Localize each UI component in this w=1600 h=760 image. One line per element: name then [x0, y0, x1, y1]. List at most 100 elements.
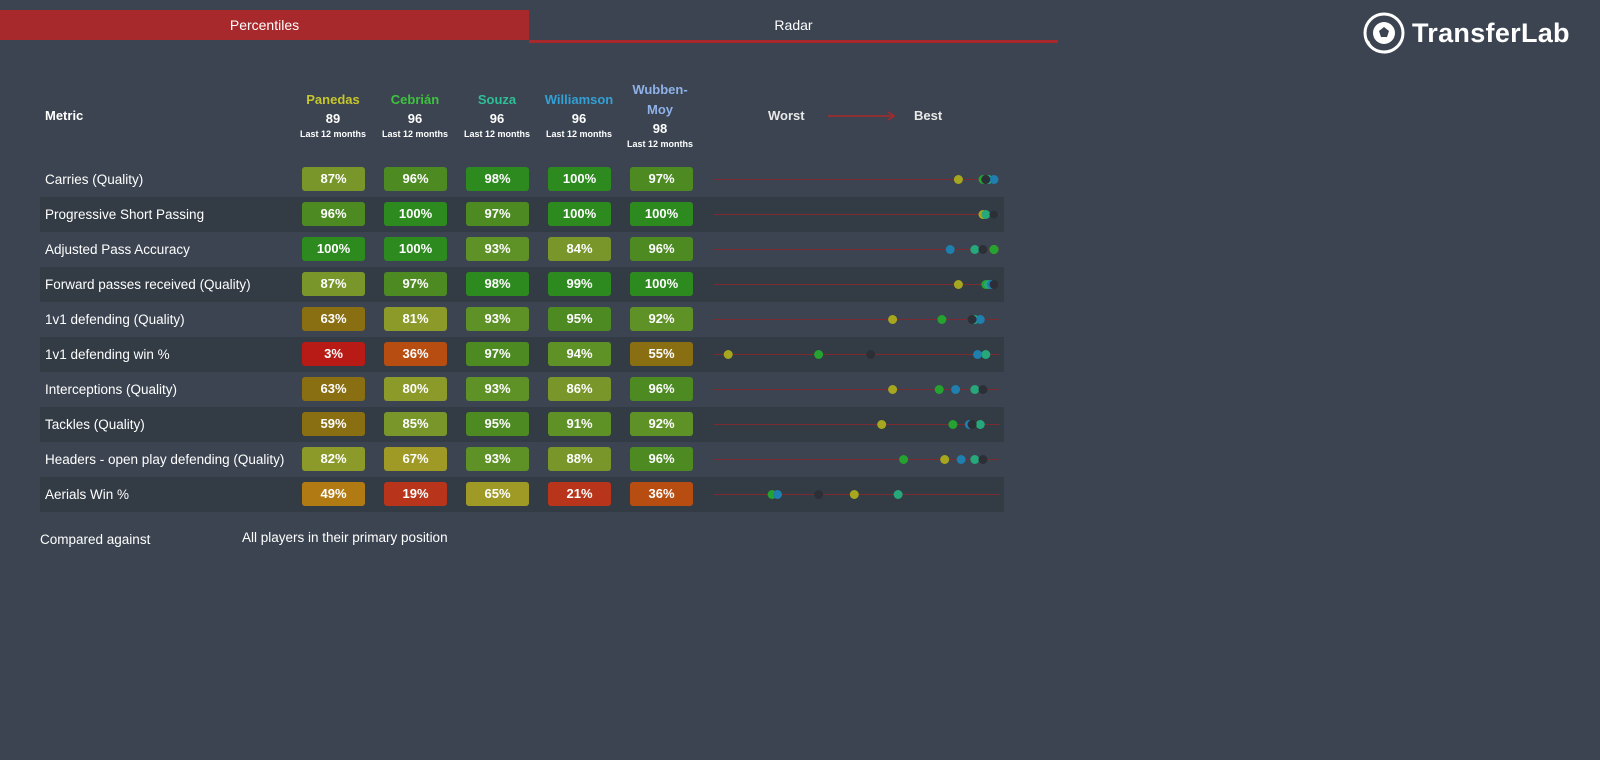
percentile-badge: 97% [630, 167, 693, 191]
player-dot[interactable] [970, 385, 980, 394]
player-dot[interactable] [937, 315, 947, 324]
percentile-badge: 67% [384, 447, 447, 471]
percentile-dot-strip [714, 245, 1000, 254]
metric-label: Adjusted Pass Accuracy [45, 242, 190, 257]
percentile-badge: 92% [630, 412, 693, 436]
player-score: 96 [407, 111, 423, 126]
tab-percentiles[interactable]: Percentiles [0, 10, 529, 40]
player-dot[interactable] [866, 350, 876, 359]
table-row: Carries (Quality) 87% 96% 98% 100% 97% [40, 162, 1004, 197]
player-dot[interactable] [899, 455, 909, 464]
player-dot[interactable] [934, 385, 944, 394]
player-dot[interactable] [888, 385, 898, 394]
percentile-badge: 91% [548, 412, 611, 436]
player-period: Last 12 months [463, 129, 530, 139]
player-dot[interactable] [989, 245, 999, 254]
metric-label: 1v1 defending (Quality) [45, 312, 185, 327]
metric-label: Interceptions (Quality) [45, 382, 178, 397]
percentile-badge: 81% [384, 307, 447, 331]
percentile-badge: 100% [384, 237, 447, 261]
player-dot[interactable] [888, 315, 898, 324]
player-header: Souza 96 Last 12 months [455, 90, 539, 140]
player-header: Williamson 96 Last 12 months [537, 90, 621, 140]
player-period: Last 12 months [381, 129, 448, 139]
player-dot[interactable] [970, 245, 980, 254]
player-dot[interactable] [893, 490, 903, 499]
view-tabs: Percentiles Radar [0, 10, 1058, 43]
percentile-dot-strip [714, 350, 1000, 359]
percentile-badge: 36% [384, 342, 447, 366]
percentile-badge: 21% [548, 482, 611, 506]
percentile-badge: 100% [630, 272, 693, 296]
player-dot[interactable] [975, 420, 985, 429]
percentile-badge: 98% [466, 272, 529, 296]
player-dot[interactable] [951, 385, 961, 394]
player-dot[interactable] [814, 350, 824, 359]
percentile-badge: 96% [630, 377, 693, 401]
percentile-badge: 100% [548, 167, 611, 191]
percentile-badge: 93% [466, 447, 529, 471]
player-dot[interactable] [953, 280, 963, 289]
player-dot[interactable] [973, 350, 983, 359]
compared-against-label: Compared against [40, 532, 151, 547]
metric-label: Aerials Win % [45, 487, 130, 502]
player-dot[interactable] [877, 420, 887, 429]
player-name[interactable]: Souza [477, 92, 517, 107]
player-score: 89 [325, 111, 341, 126]
percentile-badge: 97% [466, 342, 529, 366]
table-row: Adjusted Pass Accuracy 100% 100% 93% 84% 96% [40, 232, 1004, 267]
percentile-badge: 100% [302, 237, 365, 261]
player-dot[interactable] [981, 175, 991, 184]
percentile-badge: 93% [466, 307, 529, 331]
player-dot[interactable] [989, 210, 999, 219]
player-dot[interactable] [978, 385, 988, 394]
table-row: Forward passes received (Quality) 87% 97% 9… [40, 267, 1004, 302]
tab-underline [529, 40, 1058, 43]
player-name[interactable]: Williamson [544, 92, 614, 107]
percentile-badge: 59% [302, 412, 365, 436]
player-dot[interactable] [945, 245, 955, 254]
percentile-badge: 95% [548, 307, 611, 331]
player-dot[interactable] [940, 455, 950, 464]
percentile-badge: 86% [548, 377, 611, 401]
player-dot[interactable] [953, 175, 963, 184]
percentile-dot-strip [714, 385, 1000, 394]
player-dot[interactable] [981, 210, 991, 219]
percentile-badge: 87% [302, 167, 365, 191]
player-dot[interactable] [948, 420, 958, 429]
player-period: Last 12 months [299, 129, 366, 139]
percentile-badge: 93% [466, 377, 529, 401]
percentile-badge: 97% [384, 272, 447, 296]
percentile-badge: 98% [466, 167, 529, 191]
player-dot[interactable] [978, 455, 988, 464]
player-dot[interactable] [978, 245, 988, 254]
percentile-badge: 100% [384, 202, 447, 226]
player-dot[interactable] [967, 315, 977, 324]
brand-name: TransferLab [1412, 17, 1570, 48]
player-dot[interactable] [723, 350, 733, 359]
player-dot[interactable] [773, 490, 782, 499]
player-dot[interactable] [967, 420, 977, 429]
metric-header: Metric [45, 108, 84, 123]
tab-radar[interactable]: Radar [774, 17, 813, 33]
player-period: Last 12 months [626, 139, 693, 149]
player-dot[interactable] [975, 315, 985, 324]
player-dot[interactable] [814, 490, 824, 499]
player-dot[interactable] [970, 455, 980, 464]
table-row: 1v1 defending (Quality) 63% 81% 93% 95% 92% [40, 302, 1004, 337]
player-dot[interactable] [989, 280, 999, 289]
percentile-badge: 84% [548, 237, 611, 261]
table-header: Metric Panedas 89 Last 12 months Cebrián 96 L… [40, 72, 1004, 162]
brand-logo: TransferLab [1362, 10, 1570, 56]
percentile-badge: 3% [302, 342, 365, 366]
percentile-dot-strip [714, 490, 1000, 499]
table-row: Headers - open play defending (Quality) 8… [40, 442, 1004, 477]
player-dot[interactable] [956, 455, 966, 464]
player-dot[interactable] [981, 350, 991, 359]
player-name[interactable]: Cebrián [390, 92, 440, 107]
player-dot[interactable] [849, 490, 859, 499]
percentile-badge: 96% [384, 167, 447, 191]
player-name[interactable]: Panedas [306, 92, 360, 107]
player-dot[interactable] [989, 175, 999, 184]
player-name[interactable]: Wubben- Moy [632, 82, 688, 117]
